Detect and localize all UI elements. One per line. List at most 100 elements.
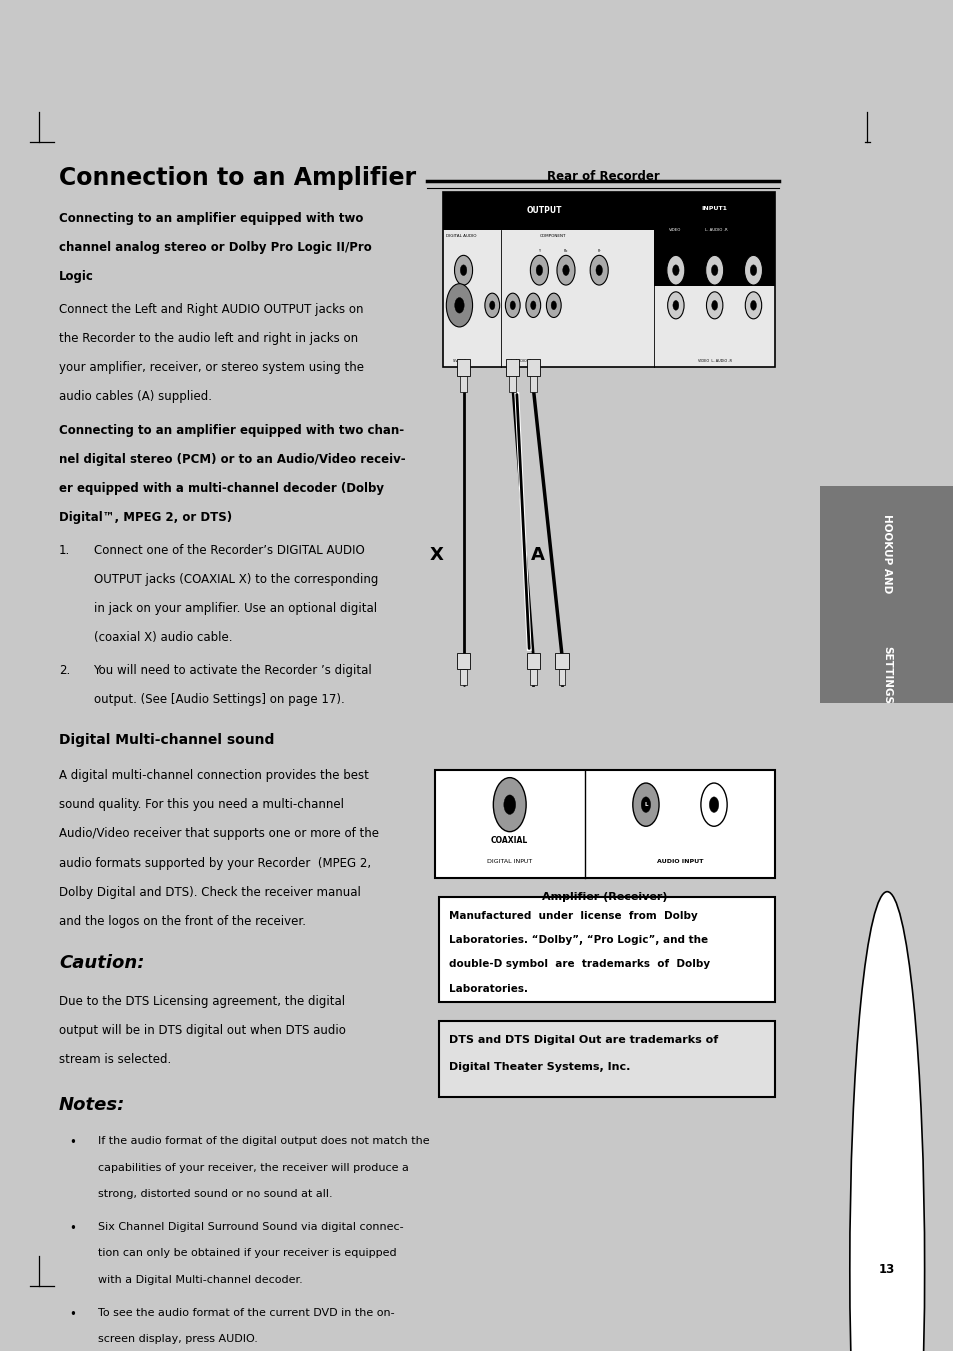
Text: SETTINGS: SETTINGS bbox=[882, 647, 891, 704]
Text: L- AUDIO -R: L- AUDIO -R bbox=[510, 359, 531, 363]
Bar bbox=[456, 359, 470, 376]
Circle shape bbox=[666, 255, 684, 285]
Text: DIGITAL INPUT: DIGITAL INPUT bbox=[487, 859, 532, 865]
Text: Pb: Pb bbox=[563, 249, 568, 253]
Text: 13: 13 bbox=[878, 1263, 895, 1277]
Circle shape bbox=[525, 293, 540, 317]
Circle shape bbox=[530, 301, 536, 309]
Text: output will be in DTS digital out when DTS audio: output will be in DTS digital out when D… bbox=[59, 1024, 346, 1038]
Circle shape bbox=[459, 265, 466, 276]
Circle shape bbox=[700, 784, 726, 827]
Text: Digital Theater Systems, Inc.: Digital Theater Systems, Inc. bbox=[448, 1062, 630, 1071]
Text: audio formats supported by your Recorder  (MPEG 2,: audio formats supported by your Recorder… bbox=[59, 857, 371, 870]
Text: COAXIAL: COAXIAL bbox=[491, 836, 528, 844]
Text: 2.: 2. bbox=[59, 663, 71, 677]
Text: er equipped with a multi-channel decoder (Dolby: er equipped with a multi-channel decoder… bbox=[59, 481, 384, 494]
Circle shape bbox=[706, 292, 722, 319]
Text: •: • bbox=[69, 1136, 75, 1150]
Circle shape bbox=[640, 797, 650, 812]
Text: output. (See [Audio Settings] on page 17).: output. (See [Audio Settings] on page 17… bbox=[93, 693, 344, 707]
Text: Y: Y bbox=[537, 249, 540, 253]
Circle shape bbox=[750, 300, 756, 311]
Circle shape bbox=[446, 284, 472, 327]
Circle shape bbox=[454, 255, 472, 285]
Text: Manufactured  under  license  from  Dolby: Manufactured under license from Dolby bbox=[448, 911, 697, 920]
Text: 1.: 1. bbox=[59, 543, 71, 557]
Text: Digital™, MPEG 2, or DTS): Digital™, MPEG 2, or DTS) bbox=[59, 511, 232, 524]
Text: X: X bbox=[429, 546, 442, 565]
Circle shape bbox=[489, 301, 495, 309]
Text: Connecting to an amplifier equipped with two chan-: Connecting to an amplifier equipped with… bbox=[59, 423, 404, 436]
Circle shape bbox=[546, 293, 560, 317]
Bar bbox=[555, 653, 568, 669]
Circle shape bbox=[672, 265, 679, 276]
Circle shape bbox=[711, 300, 717, 311]
Bar bbox=[459, 669, 466, 685]
Text: Notes:: Notes: bbox=[59, 1096, 125, 1113]
Circle shape bbox=[505, 293, 519, 317]
Circle shape bbox=[510, 301, 515, 309]
Circle shape bbox=[709, 797, 718, 812]
Circle shape bbox=[705, 255, 723, 285]
Bar bbox=[438, 897, 775, 1002]
Bar bbox=[526, 653, 539, 669]
Text: HOOKUP AND: HOOKUP AND bbox=[882, 515, 891, 593]
Bar bbox=[509, 376, 516, 392]
Text: tion can only be obtained if your receiver is equipped: tion can only be obtained if your receiv… bbox=[98, 1248, 396, 1258]
Text: If the audio format of the digital output does not match the: If the audio format of the digital outpu… bbox=[98, 1136, 430, 1146]
Text: Laboratories.: Laboratories. bbox=[448, 984, 527, 993]
Circle shape bbox=[562, 265, 569, 276]
Circle shape bbox=[536, 265, 542, 276]
Text: AUDIO INPUT: AUDIO INPUT bbox=[656, 859, 702, 865]
Text: INPUT1: INPUT1 bbox=[701, 205, 727, 211]
Text: Digital Multi-channel sound: Digital Multi-channel sound bbox=[59, 732, 274, 747]
Text: strong, distorted sound or no sound at all.: strong, distorted sound or no sound at a… bbox=[98, 1189, 333, 1198]
Circle shape bbox=[551, 301, 556, 309]
Text: Audio/Video receiver that supports one or more of the: Audio/Video receiver that supports one o… bbox=[59, 827, 378, 840]
Bar bbox=[506, 359, 518, 376]
Text: screen display, press AUDIO.: screen display, press AUDIO. bbox=[98, 1333, 258, 1344]
Text: L- AUDIO -R: L- AUDIO -R bbox=[704, 228, 727, 232]
Text: VIDEO: VIDEO bbox=[668, 228, 680, 232]
Text: Pr: Pr bbox=[597, 249, 600, 253]
Text: DIGITAL AUDIO: DIGITAL AUDIO bbox=[446, 234, 476, 238]
Text: the Recorder to the audio left and right in jacks on: the Recorder to the audio left and right… bbox=[59, 332, 357, 346]
Bar bbox=[442, 192, 775, 367]
Text: double-D symbol  are  trademarks  of  Dolby: double-D symbol are trademarks of Dolby bbox=[448, 959, 709, 969]
Text: You will need to activate the Recorder ’s digital: You will need to activate the Recorder ’… bbox=[93, 663, 372, 677]
Text: •: • bbox=[69, 1308, 75, 1321]
Text: Connecting to an amplifier equipped with two: Connecting to an amplifier equipped with… bbox=[59, 212, 363, 226]
Text: DTS and DTS Digital Out are trademarks of: DTS and DTS Digital Out are trademarks o… bbox=[448, 1035, 718, 1044]
Text: To see the audio format of the current DVD in the on-: To see the audio format of the current D… bbox=[98, 1308, 395, 1317]
Text: stream is selected.: stream is selected. bbox=[59, 1052, 172, 1066]
Text: A: A bbox=[531, 546, 544, 565]
Text: Rear of Recorder: Rear of Recorder bbox=[546, 170, 659, 184]
Text: and the logos on the front of the receiver.: and the logos on the front of the receiv… bbox=[59, 915, 306, 928]
Circle shape bbox=[672, 300, 679, 311]
Text: Laboratories. “Dolby”, “Pro Logic”, and the: Laboratories. “Dolby”, “Pro Logic”, and … bbox=[448, 935, 707, 944]
Bar bbox=[530, 376, 536, 392]
Text: COMPONENT: COMPONENT bbox=[539, 234, 565, 238]
Text: •: • bbox=[69, 1221, 75, 1235]
Circle shape bbox=[711, 265, 718, 276]
Text: OUTPUT: OUTPUT bbox=[526, 207, 561, 215]
Bar bbox=[442, 192, 654, 230]
Text: your amplifier, receiver, or stereo system using the: your amplifier, receiver, or stereo syst… bbox=[59, 361, 364, 374]
Text: in jack on your amplifier. Use an optional digital: in jack on your amplifier. Use an option… bbox=[93, 601, 376, 615]
Text: sound quality. For this you need a multi-channel: sound quality. For this you need a multi… bbox=[59, 798, 344, 812]
Text: VIDEO  L- AUDIO -R: VIDEO L- AUDIO -R bbox=[697, 359, 731, 363]
Bar bbox=[820, 486, 953, 703]
Circle shape bbox=[484, 293, 499, 317]
Circle shape bbox=[503, 794, 516, 815]
Bar bbox=[530, 669, 536, 685]
Circle shape bbox=[455, 297, 464, 313]
Text: Caution:: Caution: bbox=[59, 954, 145, 973]
Text: Connection to an Amplifier: Connection to an Amplifier bbox=[59, 166, 416, 190]
Text: audio cables (A) supplied.: audio cables (A) supplied. bbox=[59, 390, 212, 404]
Text: R: R bbox=[711, 802, 716, 807]
Circle shape bbox=[743, 255, 761, 285]
Circle shape bbox=[493, 778, 526, 832]
Circle shape bbox=[749, 265, 756, 276]
Text: A digital multi-channel connection provides the best: A digital multi-channel connection provi… bbox=[59, 769, 369, 782]
Bar bbox=[438, 1021, 775, 1097]
